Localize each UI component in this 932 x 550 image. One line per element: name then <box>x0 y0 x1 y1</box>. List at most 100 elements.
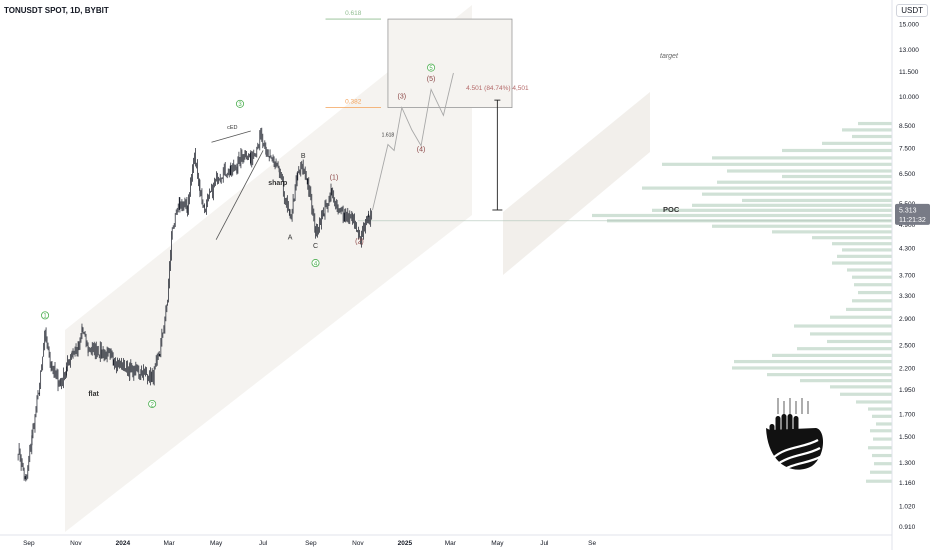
volume-profile-bar <box>732 366 892 370</box>
x-tick-label: May <box>491 540 504 547</box>
volume-profile-bar <box>822 141 892 145</box>
y-tick-label: 4.900 <box>899 222 916 229</box>
y-tick-label: 3.300 <box>899 293 916 300</box>
annotations: flat sharp cED A B C (1) (2) (3) (4) (5) 1.618 1 2 3 4 5 <box>41 63 436 408</box>
volume-profile-bar <box>702 192 892 196</box>
wave-circle <box>236 99 245 108</box>
logo-waves <box>772 439 823 473</box>
annotation-wave: (4) <box>417 147 426 154</box>
volume-profile-bar <box>854 283 892 287</box>
y-tick-label: 1.160 <box>899 480 916 487</box>
wave-circle-label: 2 <box>150 402 154 408</box>
volume-profile-bar <box>652 208 892 212</box>
volume-profile-bar <box>827 339 892 344</box>
wave-circle-label: 5 <box>429 66 433 72</box>
volume-profile-bar <box>852 275 892 279</box>
x-tick-label: May <box>210 540 223 547</box>
annotation-wave: C <box>313 243 318 250</box>
x-tick-label: Se <box>588 540 596 547</box>
annotation-small: cED <box>227 125 237 131</box>
y-tick-label: 0.910 <box>899 524 916 531</box>
y-tick-label: 6.500 <box>899 171 916 178</box>
annotation-wave: (3) <box>398 93 407 100</box>
volume-profile-bar <box>830 315 892 319</box>
x-tick-label: Jul <box>259 540 268 547</box>
target-rectangle <box>387 18 513 108</box>
y-tick-label: 3.700 <box>899 272 916 279</box>
target-channel <box>503 92 650 275</box>
wave-circle <box>311 259 320 268</box>
volume-profile-bar <box>712 156 892 160</box>
volume-profile-bar <box>876 422 892 426</box>
volume-profile-bar <box>858 290 892 295</box>
y-tick-label: 8.500 <box>899 123 916 130</box>
price-tag-countdown: 11:21:32 <box>899 217 926 224</box>
volume-profile-bar <box>872 453 892 458</box>
candles <box>17 127 373 482</box>
x-tick-label: 2024 <box>116 540 131 547</box>
volume-profile-bar <box>832 242 892 246</box>
volume-profile-bar <box>842 248 892 252</box>
y-tick-label: 2.900 <box>899 316 916 323</box>
target-box: 4.501 (84.74%) 4,501 target <box>387 18 679 211</box>
volume-profile-bar <box>782 174 892 179</box>
volume-profile-bar <box>870 470 892 474</box>
volume-profile-bar <box>782 148 892 153</box>
x-tick-label: Jul <box>540 540 549 547</box>
volume-profile-bar <box>712 224 892 228</box>
fib-label: 0.618 <box>345 10 362 17</box>
volume-profile-bar <box>797 347 892 351</box>
price-tag-price: 5.313 <box>899 207 917 214</box>
y-tick-label: 1.500 <box>899 434 916 441</box>
triangle-upper-line <box>211 130 251 143</box>
wave-circle-label: 3 <box>238 102 242 108</box>
annotation-label: flat <box>88 391 99 398</box>
volume-profile-bar <box>872 414 892 418</box>
wave-circle <box>427 63 436 72</box>
volume-profile-bar <box>727 169 892 173</box>
volume-profile-bar <box>662 162 892 166</box>
volume-profile: POC <box>357 121 892 483</box>
currency-button[interactable]: USDT <box>896 4 928 17</box>
symbol-title: TONUSDT SPOT, 1D, BYBIT <box>4 6 109 15</box>
volume-profile-bar <box>800 379 892 383</box>
volume-profile-bar <box>842 128 892 132</box>
volume-profile-bar <box>837 254 892 258</box>
y-tick-label: 1.300 <box>899 460 916 467</box>
volume-profile-bar <box>742 198 892 203</box>
volume-profile-bar <box>642 186 892 190</box>
annotation-wave: (5) <box>427 76 436 83</box>
y-tick-label: 1.950 <box>899 387 916 394</box>
y-tick-label: 13.000 <box>899 47 919 54</box>
volume-profile-bar <box>868 407 892 411</box>
y-tick-label: 1.020 <box>899 503 916 510</box>
volume-profile-bar <box>870 429 892 433</box>
main-channel <box>65 5 472 532</box>
annotation-wave: B <box>301 153 306 160</box>
wave-circle <box>41 311 50 320</box>
projection <box>372 72 454 211</box>
x-tick-label: Mar <box>445 540 457 547</box>
y-tick-label: 4.300 <box>899 245 916 252</box>
x-tick-label: 2025 <box>398 540 413 547</box>
volume-profile-bar <box>734 359 892 364</box>
channels-layer <box>65 5 650 532</box>
x-tick-label: Sep <box>23 540 35 547</box>
y-tick-label: 7.500 <box>899 146 916 153</box>
volume-profile-bar <box>852 134 892 139</box>
x-tick-label: Mar <box>164 540 176 547</box>
volume-profile-bar <box>772 230 892 234</box>
triangle-lower-line <box>215 150 264 240</box>
annotation-wave: (2) <box>355 239 364 246</box>
y-tick-label: 2.200 <box>899 365 916 372</box>
volume-profile-bar <box>858 121 892 126</box>
wave-circle-label: 1 <box>43 314 47 320</box>
volume-profile-bar <box>852 299 892 303</box>
target-label: target <box>660 53 679 60</box>
wave-circle <box>148 399 157 408</box>
volume-profile-bar <box>592 213 892 218</box>
volume-profile-bar <box>856 400 892 404</box>
y-tick-label: 15.000 <box>899 21 919 28</box>
